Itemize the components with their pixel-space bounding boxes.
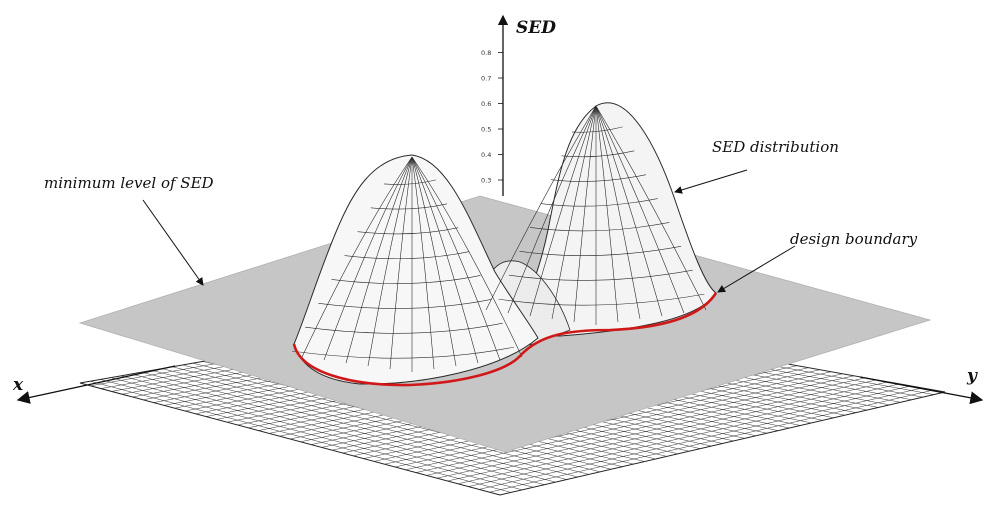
minimum-level-pointer <box>142 199 204 286</box>
sed-tick-label: 0.5 <box>481 126 491 134</box>
surface-mesh-line <box>573 105 597 323</box>
surface-mesh-line <box>571 126 623 133</box>
surface-mesh-line <box>389 156 413 370</box>
ground-grid-line <box>426 377 866 476</box>
surface-mesh-line <box>344 251 470 260</box>
surface-mesh-line <box>411 156 501 361</box>
surface-mesh-line <box>485 105 597 311</box>
surface-mesh-line <box>323 156 413 361</box>
surface-mesh-line <box>318 299 492 309</box>
distribution-pointer <box>674 169 748 194</box>
design-boundary-curve <box>292 292 718 387</box>
surface-mesh-line <box>595 105 641 320</box>
surface-mesh-line <box>411 156 435 370</box>
sed-tick-label: 0.4 <box>481 151 491 159</box>
ground-grid-line <box>457 383 900 485</box>
ground-grid-line <box>468 385 911 487</box>
surface-mesh-line <box>411 156 457 367</box>
sed-distribution-surface <box>292 102 718 387</box>
x-axis-label: x <box>12 375 24 395</box>
y-axis-label: y <box>966 366 978 386</box>
surface-mesh-line <box>301 156 413 358</box>
sed-tick-label: 0.6 <box>481 100 491 108</box>
surface-mesh-line <box>595 105 685 314</box>
ground-grid-line <box>489 389 934 493</box>
surface-mesh-line <box>561 150 635 158</box>
surface-mesh-line <box>595 105 619 323</box>
surface-mesh-line <box>507 105 597 314</box>
boundary-pointer <box>717 245 796 293</box>
ground-grid-line <box>415 375 855 473</box>
surface-mesh-line <box>540 198 658 207</box>
surface-mesh-line <box>345 156 413 364</box>
ground-grid-line <box>447 381 889 482</box>
surface-mesh-line <box>519 246 682 256</box>
sed-tick-label: 0.8 <box>481 49 491 57</box>
surface-mesh-line <box>595 105 663 317</box>
surface-mesh-line <box>305 322 503 334</box>
surface-mesh-line <box>292 346 514 359</box>
surface-mesh-line <box>367 156 413 367</box>
sed-axis-label: SED <box>516 18 556 38</box>
distribution-label: SED distribution <box>712 138 839 156</box>
ground-grid-line <box>436 379 877 479</box>
surface-mesh-line <box>529 222 670 232</box>
surface-mesh-line <box>551 105 597 320</box>
surface-mesh-line <box>331 275 481 284</box>
surface-mesh-line <box>370 203 448 210</box>
ground-grid-line <box>394 371 832 468</box>
surface-mesh-line <box>411 156 523 358</box>
surface-mesh-line <box>383 179 436 185</box>
surface-mesh-line <box>411 156 479 364</box>
ground-grid-line <box>405 373 843 471</box>
y-axis <box>859 376 984 405</box>
right-peak <box>503 102 717 337</box>
sed-tick-label: 0.7 <box>481 75 491 83</box>
sed-tick-label: 0.3 <box>481 177 491 185</box>
ground-grid-line <box>478 387 923 490</box>
x-axis <box>16 365 176 404</box>
minimum-level-label: minimum level of SED <box>44 174 214 192</box>
surface-mesh-line <box>357 227 459 235</box>
sed-axis-ticks: 0.3 0.4 0.5 0.6 0.7 0.8 <box>481 49 503 185</box>
boundary-label: design boundary <box>790 230 918 248</box>
surface-mesh-line <box>529 105 597 317</box>
surface-mesh-line <box>508 269 693 281</box>
surface-mesh-line <box>595 105 707 311</box>
